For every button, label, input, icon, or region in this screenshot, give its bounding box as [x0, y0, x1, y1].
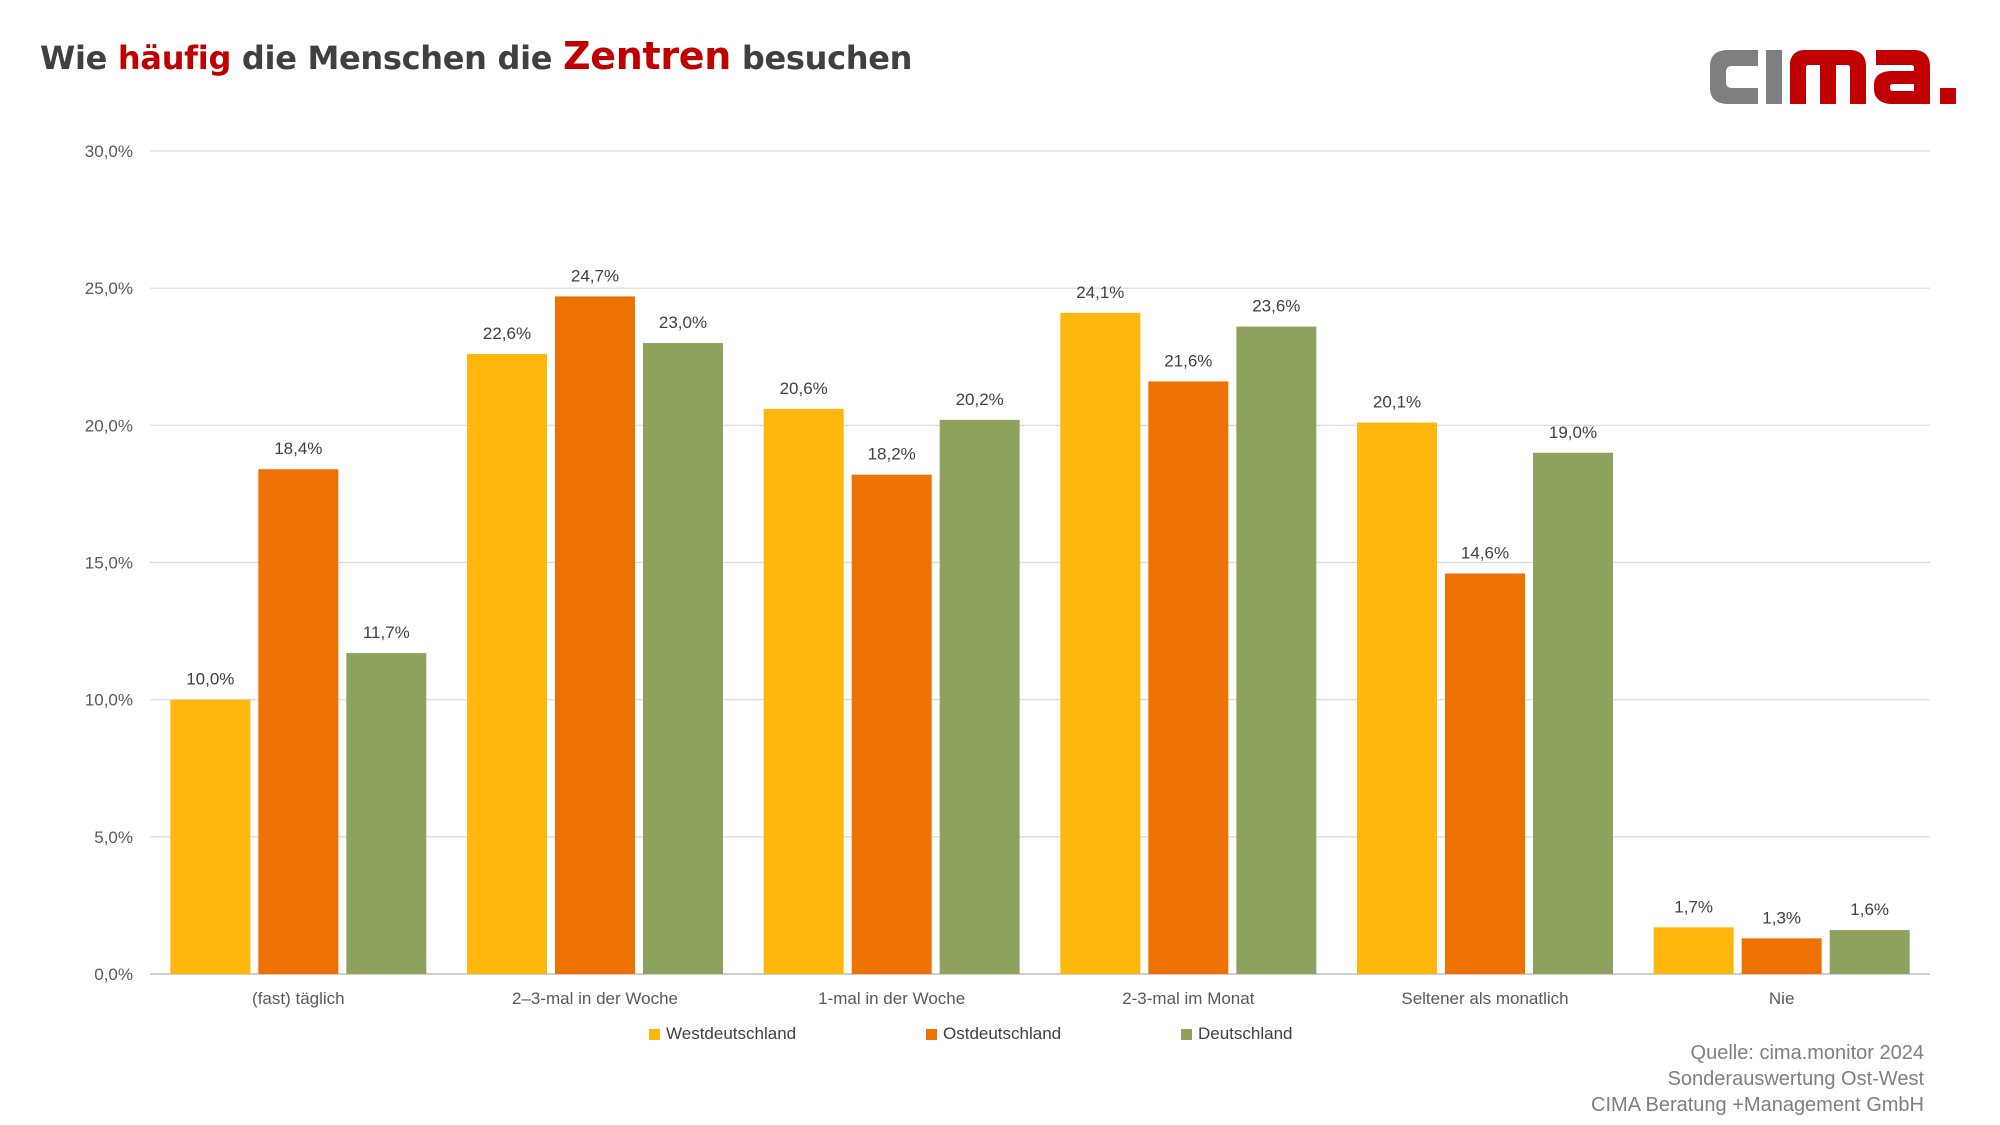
legend-swatch — [649, 1028, 660, 1040]
bar-westdeutschland-1 — [467, 354, 547, 974]
y-tick-label: 0,0% — [94, 965, 133, 984]
y-tick-label: 5,0% — [94, 828, 133, 847]
bar-westdeutschland-4 — [1357, 422, 1437, 975]
data-label: 24,1% — [1076, 283, 1124, 302]
data-label: 19,0% — [1549, 423, 1597, 442]
title-part-5: besuchen — [731, 39, 913, 77]
legend-item-westdeutschland: Westdeutschland — [649, 1024, 796, 1044]
logo-letter-m — [1790, 50, 1866, 104]
x-tick-label: 2-3-mal im Monat — [1122, 989, 1255, 1008]
x-tick-label: Seltener als monatlich — [1401, 989, 1568, 1008]
bar-ostdeutschland-3 — [1148, 381, 1229, 974]
data-label: 1,6% — [1850, 900, 1889, 919]
data-label: 14,6% — [1461, 543, 1509, 562]
x-tick-label: (fast) täglich — [252, 989, 345, 1008]
x-axis-tick-labels: (fast) täglich 2–3-mal in der Woche 1-mal … — [252, 989, 1794, 1008]
bar-deutschland-3 — [1236, 326, 1317, 974]
source-line-3: CIMA Beratung +Management GmbH — [1591, 1094, 1924, 1116]
bar-westdeutschland-2 — [763, 408, 844, 975]
data-label: 22,6% — [483, 324, 531, 343]
title-part-3: die Menschen die — [231, 39, 564, 77]
y-tick-label: 20,0% — [85, 416, 133, 435]
page-title: Wie häufig die Menschen die Zentren besu… — [40, 34, 912, 78]
legend: Westdeutschland Ostdeutschland Deutschland — [0, 1024, 2000, 1050]
data-label: 24,7% — [571, 266, 619, 285]
bar-deutschland-4 — [1533, 452, 1613, 974]
source-line-2: Sonderauswertung Ost-West — [1667, 1068, 1924, 1090]
legend-label: Deutschland — [1198, 1024, 1293, 1043]
y-tick-label: 15,0% — [85, 554, 133, 573]
legend-label: Westdeutschland — [666, 1024, 797, 1043]
bar-ostdeutschland-0 — [258, 469, 339, 974]
y-axis-tick-labels: 0,0% 5,0% 10,0% 15,0% 20,0% 25,0% 30,0% — [85, 142, 133, 984]
legend-item-ostdeutschland: Ostdeutschland — [926, 1024, 1061, 1044]
data-label: 18,2% — [868, 445, 916, 464]
bar-deutschland-0 — [346, 653, 427, 974]
bar-ostdeutschland-4 — [1445, 573, 1525, 974]
data-label: 10,0% — [186, 670, 234, 689]
x-tick-label: 1-mal in der Woche — [818, 989, 965, 1008]
bar-ostdeutschland-5 — [1741, 938, 1822, 974]
data-label: 20,1% — [1373, 393, 1421, 412]
bar-ostdeutschland-1 — [555, 296, 635, 974]
data-label: 23,6% — [1252, 297, 1300, 316]
data-label: 20,6% — [780, 379, 828, 398]
bar-deutschland-1 — [643, 343, 723, 974]
logo-letter-a — [1874, 50, 1930, 104]
legend-swatch — [1181, 1028, 1192, 1040]
legend-label: Ostdeutschland — [943, 1024, 1062, 1043]
data-label: 1,3% — [1762, 908, 1801, 927]
data-label: 20,2% — [956, 390, 1004, 409]
title-accent-haeufig: häufig — [117, 39, 232, 77]
bar-westdeutschland-5 — [1653, 927, 1734, 974]
logo-dot — [1940, 88, 1956, 104]
bar-deutschland-5 — [1829, 930, 1910, 974]
bars — [170, 296, 1910, 975]
bar-westdeutschland-0 — [170, 699, 251, 974]
legend-swatch — [926, 1028, 937, 1040]
source-line-1: Quelle: cima.monitor 2024 — [1690, 1042, 1924, 1064]
title-part-1: Wie — [40, 39, 118, 77]
data-label: 21,6% — [1164, 351, 1212, 370]
y-tick-label: 30,0% — [85, 142, 133, 161]
legend-item-deutschland: Deutschland — [1181, 1024, 1293, 1044]
x-tick-label: 2–3-mal in der Woche — [512, 989, 678, 1008]
data-label: 1,7% — [1674, 897, 1713, 916]
bar-westdeutschland-3 — [1060, 312, 1141, 974]
bar-deutschland-2 — [939, 419, 1020, 974]
gridlines — [150, 150, 1930, 975]
logo-letter-c — [1710, 50, 1758, 104]
data-label: 23,0% — [659, 313, 707, 332]
title-accent-zentren: Zentren — [563, 34, 732, 78]
y-tick-label: 25,0% — [85, 279, 133, 298]
logo-letter-i — [1766, 50, 1782, 104]
y-tick-label: 10,0% — [85, 691, 133, 710]
bar-ostdeutschland-2 — [851, 474, 932, 974]
source-note: Quelle: cima.monitor 2024 Sonderauswertu… — [1591, 1040, 1924, 1118]
data-label: 18,4% — [274, 439, 322, 458]
cima-logo — [1710, 50, 1956, 104]
data-labels: 10,0% 18,4% 11,7% 22,6% 24,7% 23,0% 20,6% 18,2%… — [186, 266, 1889, 927]
data-label: 11,7% — [363, 623, 410, 642]
x-tick-label: Nie — [1769, 989, 1795, 1008]
